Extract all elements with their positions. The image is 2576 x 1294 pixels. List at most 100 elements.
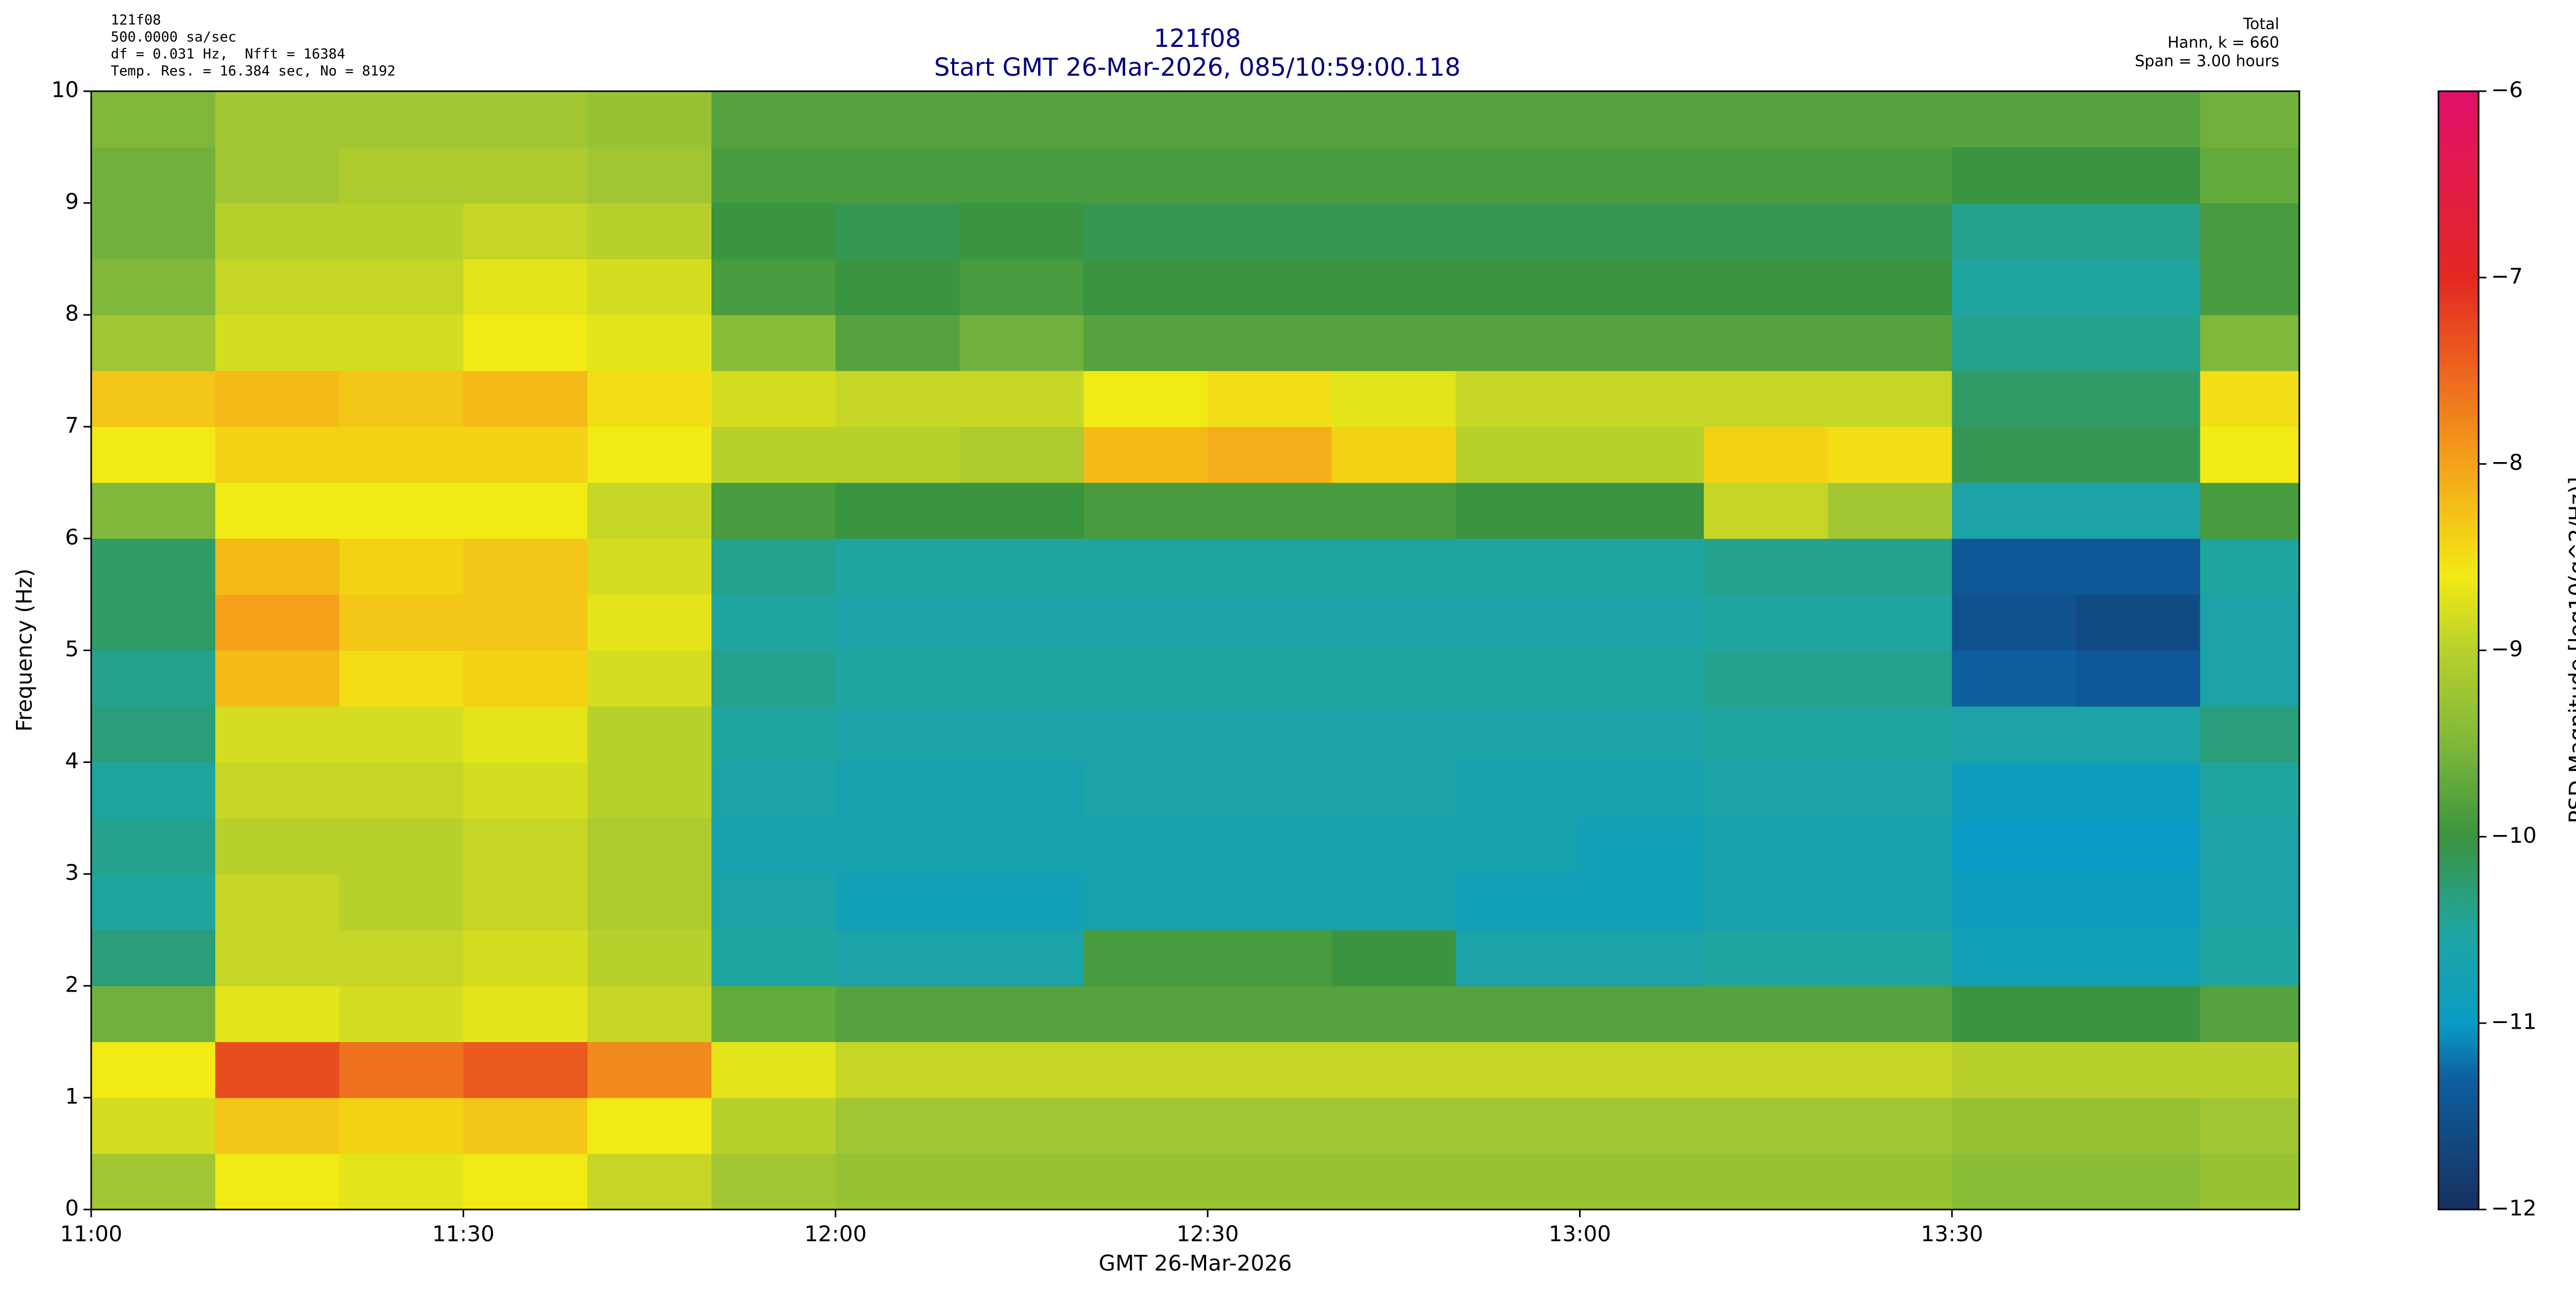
chart-subtitle: Start GMT 26-Mar-2026, 085/10:59:00.118 — [934, 53, 1461, 82]
heatmap-cell — [339, 706, 464, 763]
heatmap-cell — [1208, 427, 1332, 483]
heatmap-cell — [339, 594, 464, 651]
heatmap-cell — [2076, 259, 2200, 315]
heatmap-cell — [2076, 650, 2200, 707]
heatmap-cell — [835, 1153, 960, 1210]
heatmap-cell — [1455, 1153, 1581, 1210]
colorbar — [2437, 90, 2480, 1211]
heatmap-cell — [835, 706, 960, 763]
heatmap-cell — [959, 985, 1084, 1042]
heatmap-cell — [91, 315, 216, 371]
heatmap-cell — [215, 818, 340, 875]
heatmap-cell — [1704, 91, 1828, 148]
heatmap-cell — [1704, 1042, 1828, 1098]
heatmap-cell — [835, 91, 960, 148]
heatmap-cell — [2200, 818, 2300, 875]
y-tick-label: 2 — [65, 972, 79, 997]
heatmap-cell — [2076, 818, 2200, 875]
heatmap-cell — [339, 538, 464, 595]
heatmap-cell — [215, 315, 340, 371]
heatmap-cell — [339, 1042, 464, 1098]
heatmap-cell — [215, 650, 340, 707]
heatmap-cell — [91, 930, 216, 986]
y-tick-label: 8 — [65, 301, 79, 326]
heatmap-cell — [2076, 930, 2200, 986]
heatmap-cell — [1828, 706, 1953, 763]
heatmap-cell — [1331, 985, 1456, 1042]
heatmap-cell — [1704, 818, 1828, 875]
heatmap-cell — [2076, 985, 2200, 1042]
heatmap-cell — [1704, 538, 1828, 595]
heatmap-cell — [1331, 259, 1456, 315]
heatmap-cell — [711, 1042, 836, 1098]
heatmap-cell — [835, 482, 960, 539]
heatmap-cell — [1455, 203, 1581, 260]
heatmap-cell — [1455, 259, 1581, 315]
heatmap-cell — [1952, 203, 2077, 260]
heatmap-cell — [587, 91, 712, 148]
heatmap-cell — [835, 1042, 960, 1098]
heatmap-cell — [959, 538, 1084, 595]
heatmap-cell — [339, 370, 464, 427]
heatmap-cell — [1828, 1042, 1953, 1098]
heatmap-cell — [959, 1097, 1084, 1154]
heatmap-cell — [1331, 370, 1456, 427]
heatmap-cell — [1208, 91, 1332, 148]
heatmap-cell — [1331, 594, 1456, 651]
y-tick-label: 7 — [65, 413, 79, 438]
heatmap-cell — [959, 874, 1084, 930]
heatmap-cell — [1580, 818, 1704, 875]
heatmap-cell — [91, 203, 216, 260]
heatmap-cell — [463, 203, 588, 260]
x-tick-label: 12:30 — [1177, 1221, 1239, 1247]
heatmap-cell — [339, 427, 464, 483]
heatmap-cell — [215, 930, 340, 986]
heatmap-cell — [835, 427, 960, 483]
heatmap-cell — [835, 874, 960, 930]
heatmap-cell — [959, 427, 1084, 483]
heatmap-cell — [1828, 538, 1953, 595]
heatmap-cell — [587, 538, 712, 595]
heatmap-cell — [91, 985, 216, 1042]
heatmap-cell — [959, 930, 1084, 986]
heatmap-cell — [2076, 370, 2200, 427]
y-tick-label: 0 — [65, 1196, 79, 1221]
heatmap-cell — [91, 818, 216, 875]
heatmap-cell — [711, 427, 836, 483]
heatmap-cell — [1952, 259, 2077, 315]
heatmap-cell — [587, 315, 712, 371]
heatmap-cell — [835, 1097, 960, 1154]
heatmap-cell — [339, 91, 464, 148]
heatmap-cell — [2076, 538, 2200, 595]
y-tick-label: 3 — [65, 860, 79, 885]
heatmap-cell — [1580, 482, 1704, 539]
heatmap-cell — [339, 874, 464, 930]
heatmap-cell — [835, 315, 960, 371]
heatmap-cell — [339, 818, 464, 875]
heatmap-cell — [1455, 91, 1581, 148]
heatmap-cell — [1208, 538, 1332, 595]
heatmap-cell — [91, 370, 216, 427]
heatmap-cell — [587, 147, 712, 203]
heatmap-cell — [1083, 538, 1208, 595]
heatmap-cell — [1331, 482, 1456, 539]
heatmap-cell — [2200, 930, 2300, 986]
heatmap-cell — [339, 930, 464, 986]
heatmap-cell — [463, 985, 588, 1042]
heatmap-cell — [1580, 650, 1704, 707]
heatmap-cell — [835, 650, 960, 707]
heatmap-cell — [1208, 370, 1332, 427]
heatmap-cell — [215, 538, 340, 595]
heatmap-cell — [1704, 985, 1828, 1042]
heatmap-cell — [587, 1153, 712, 1210]
heatmap-cell — [2200, 1042, 2300, 1098]
heatmap-cell — [215, 1042, 340, 1098]
heatmap-cell — [1455, 370, 1581, 427]
heatmap-cell — [463, 706, 588, 763]
heatmap-cell — [2200, 315, 2300, 371]
x-tick-label: 13:30 — [1921, 1221, 1983, 1247]
y-tick-label: 9 — [65, 189, 79, 214]
heatmap-cell — [587, 427, 712, 483]
heatmap-cell — [1704, 930, 1828, 986]
heatmap-cell — [1704, 706, 1828, 763]
